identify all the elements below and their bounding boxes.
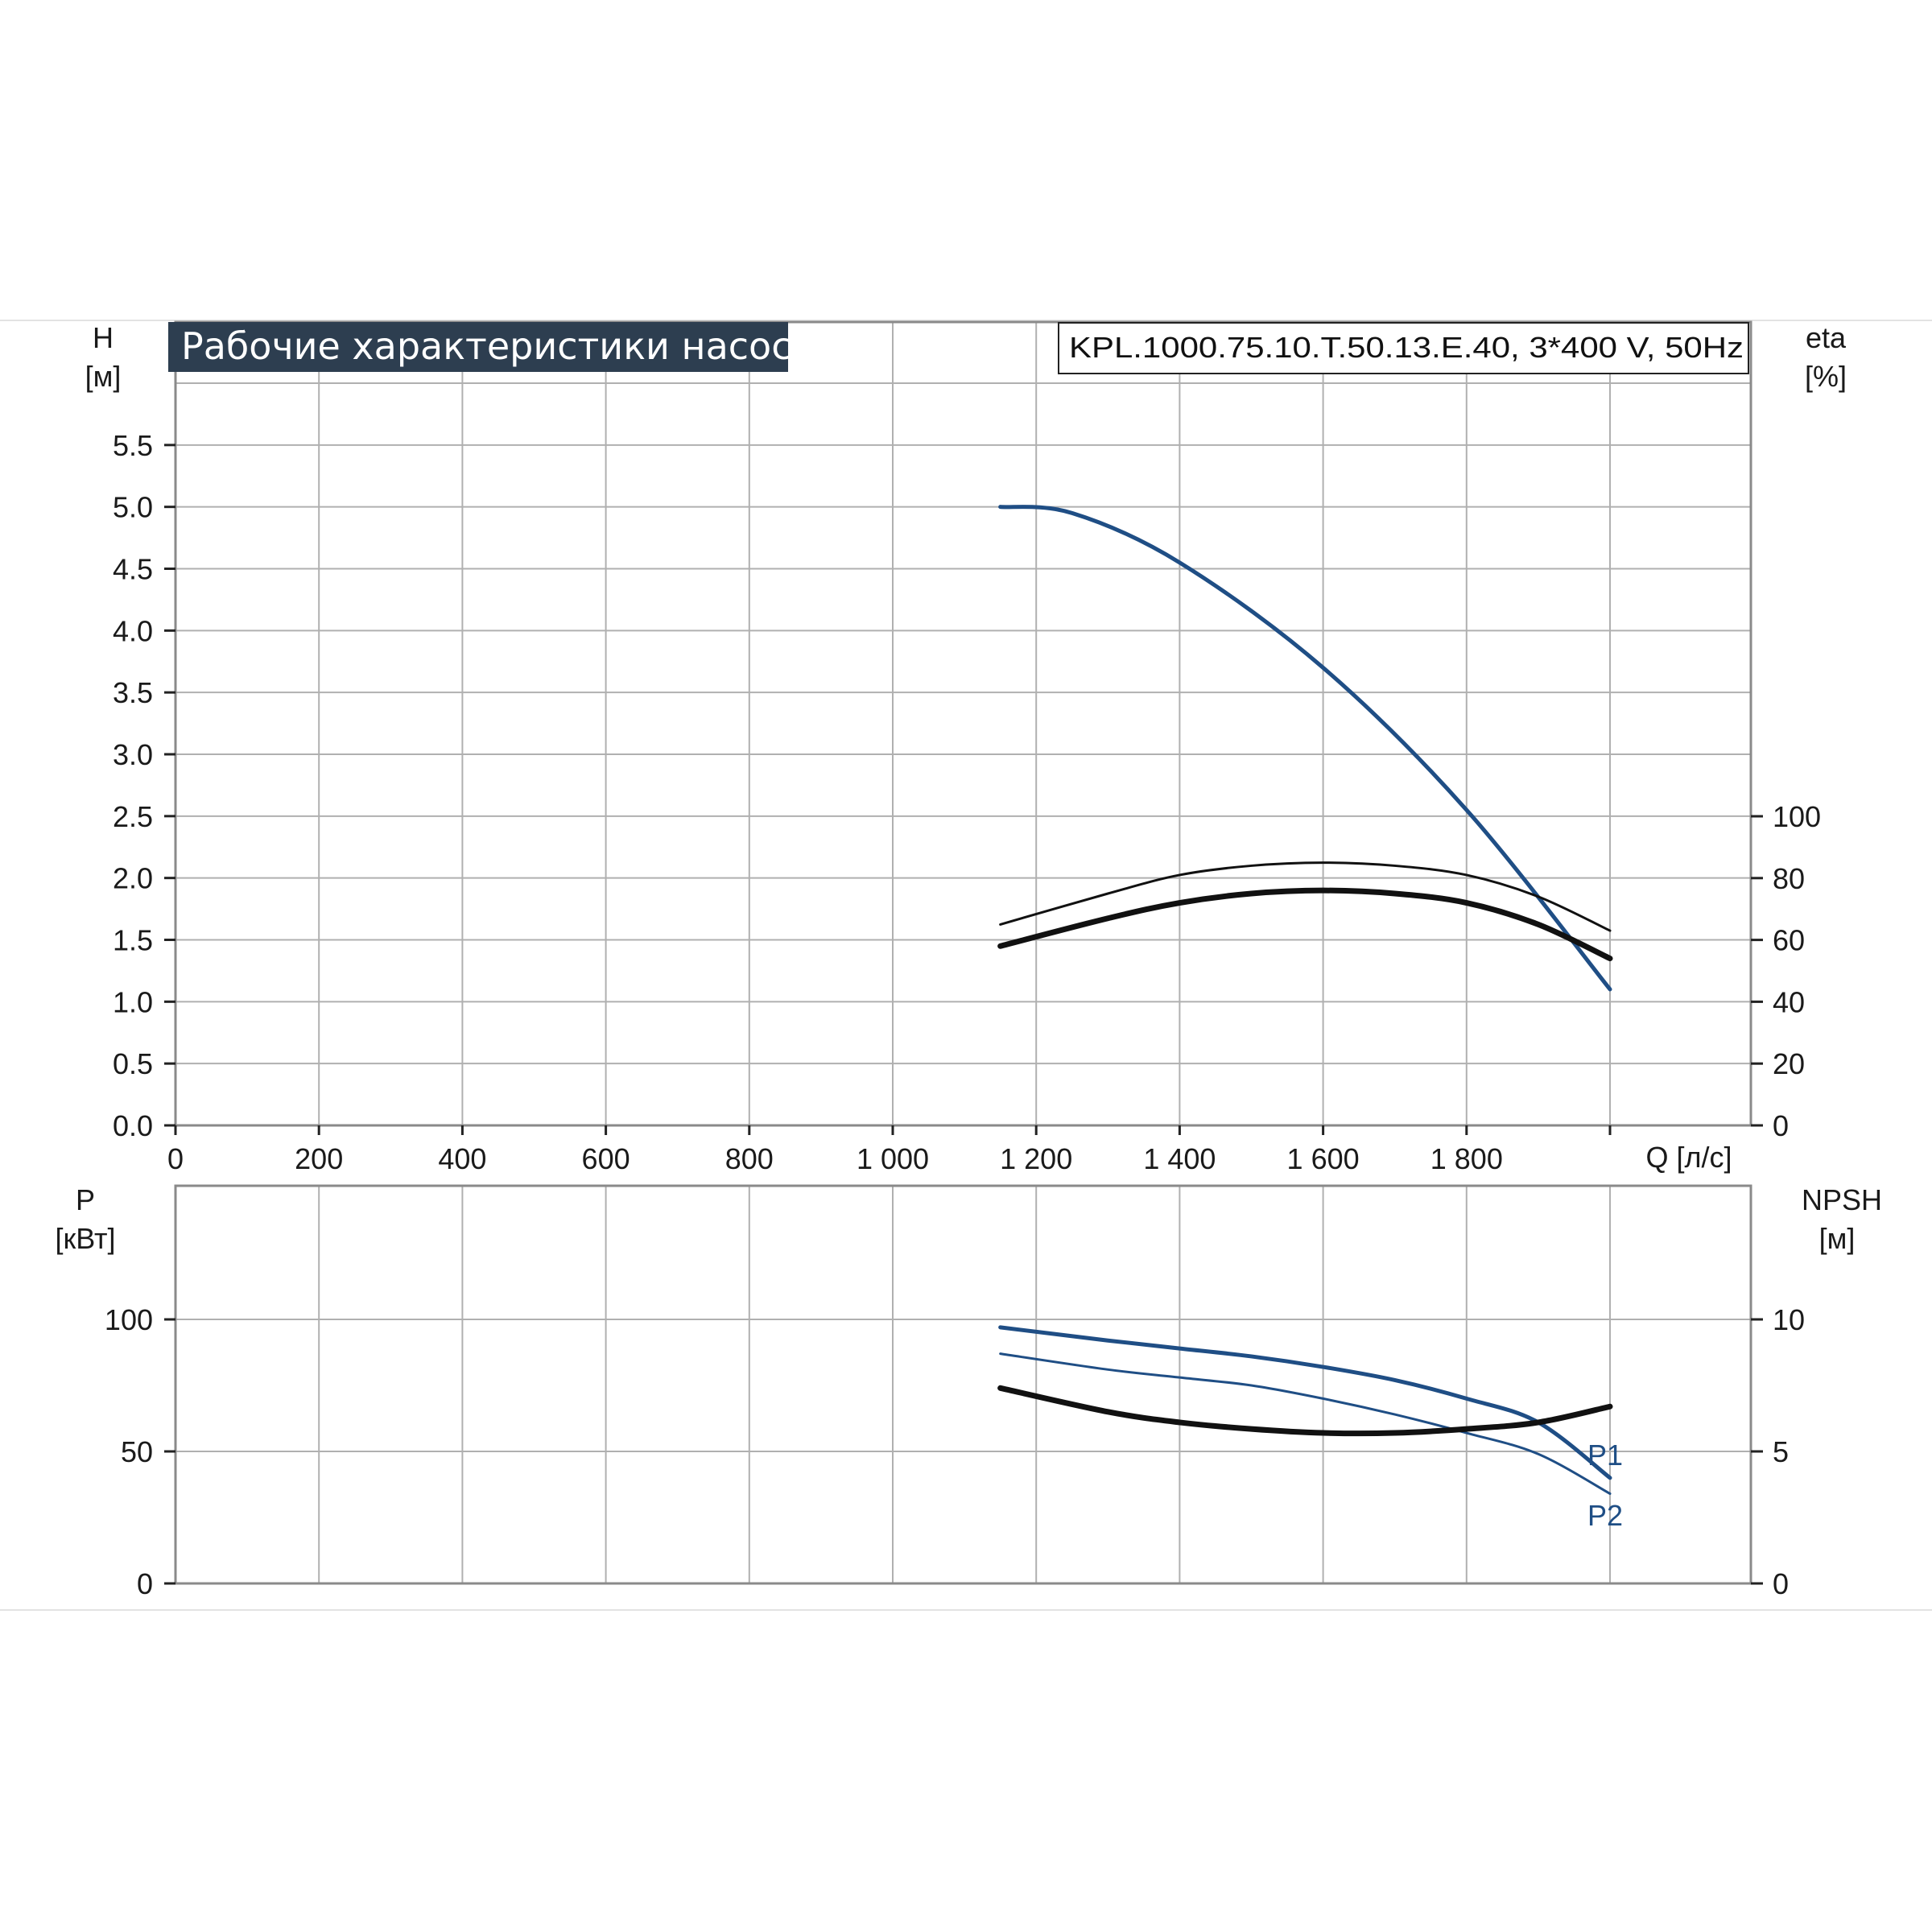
- h-tick-label: 1.5: [113, 924, 153, 957]
- npsh-tick-label: 0: [1773, 1567, 1789, 1600]
- h-tick-label: 3.0: [113, 738, 153, 771]
- q-tick-label: 1 000: [857, 1142, 929, 1175]
- h-tick-label: 0.5: [113, 1047, 153, 1080]
- eta-curve-thin: [999, 861, 1612, 932]
- h-tick-label: 4.0: [113, 614, 153, 647]
- q-axis-unit: Q [л/с]: [1645, 1141, 1732, 1174]
- p2-curve: [999, 1352, 1612, 1495]
- h-tick-label: 1.0: [113, 985, 153, 1018]
- model-label: KPL.1000.75.10.T.50.13.E.40, 3*400 V, 50…: [1069, 331, 1744, 364]
- q-tick-label: 400: [438, 1142, 486, 1175]
- q-tick-label: 800: [725, 1142, 774, 1175]
- npsh-axis-unit: [м]: [1819, 1222, 1856, 1255]
- h-tick-label: 3.5: [113, 676, 153, 709]
- model-box: [1058, 322, 1749, 374]
- p1-curve: [998, 1325, 1612, 1480]
- p-tick-label: 0: [137, 1567, 153, 1600]
- eta-tick-label: 60: [1773, 924, 1805, 957]
- q-tick-label: 1 400: [1143, 1142, 1216, 1175]
- npsh-curve: [997, 1385, 1613, 1437]
- chart-title: Рабочие характеристики насоса: [181, 324, 815, 368]
- h-tick-label: 0.0: [113, 1109, 153, 1142]
- eta-tick-label: 80: [1773, 862, 1805, 895]
- eta-tick-label: 0: [1773, 1109, 1789, 1142]
- top-chart-grid: [175, 322, 1751, 1125]
- eta-tick-label: 100: [1773, 800, 1821, 833]
- eta-axis-unit: [%]: [1805, 360, 1847, 393]
- h-tick-label: 2.5: [113, 800, 153, 833]
- q-tick-label: 600: [582, 1142, 630, 1175]
- eta-axis-name: eta: [1806, 321, 1847, 354]
- eta-tick-label: 40: [1773, 985, 1805, 1018]
- npsh-axis-name: NPSH: [1802, 1183, 1882, 1216]
- npsh-tick-label: 10: [1773, 1303, 1805, 1336]
- h-axis-unit: [м]: [85, 360, 122, 393]
- chart-curves: [997, 505, 1613, 1495]
- h-tick-label: 5.0: [113, 491, 153, 524]
- eta-curve-thick: [997, 887, 1613, 962]
- q-tick-label: 1 200: [1000, 1142, 1072, 1175]
- q-tick-label: 200: [295, 1142, 343, 1175]
- p-tick-label: 100: [105, 1303, 153, 1336]
- h-axis-name: H: [93, 321, 114, 354]
- bottom-chart-frame: [174, 1184, 1752, 1585]
- p-tick-label: 50: [121, 1435, 153, 1468]
- npsh-tick-label: 5: [1773, 1435, 1789, 1468]
- h-tick-label: 4.5: [113, 553, 153, 586]
- series-label-p2: P2: [1587, 1499, 1623, 1532]
- h-curve: [998, 505, 1612, 992]
- p-axis-unit: [кВт]: [55, 1222, 115, 1255]
- top-chart-frame: [174, 320, 1752, 1127]
- q-tick-label: 1 800: [1430, 1142, 1503, 1175]
- q-tick-label: 1 600: [1287, 1142, 1360, 1175]
- axis-ticks: 0.0 0.5 1.0 1.5 2.0 2.5 3.0 3.5 4.0 4.5 5.0 5.5 0 20 4…: [105, 429, 1821, 1600]
- eta-tick-label: 20: [1773, 1047, 1805, 1080]
- title-background: [168, 322, 788, 372]
- q-tick-label: 0: [167, 1142, 184, 1175]
- bottom-chart-grid: [175, 1186, 1751, 1583]
- h-tick-label: 2.0: [113, 862, 153, 895]
- p-axis-name: P: [76, 1183, 95, 1216]
- h-tick-label: 5.5: [113, 429, 153, 462]
- series-label-p1: P1: [1587, 1439, 1623, 1472]
